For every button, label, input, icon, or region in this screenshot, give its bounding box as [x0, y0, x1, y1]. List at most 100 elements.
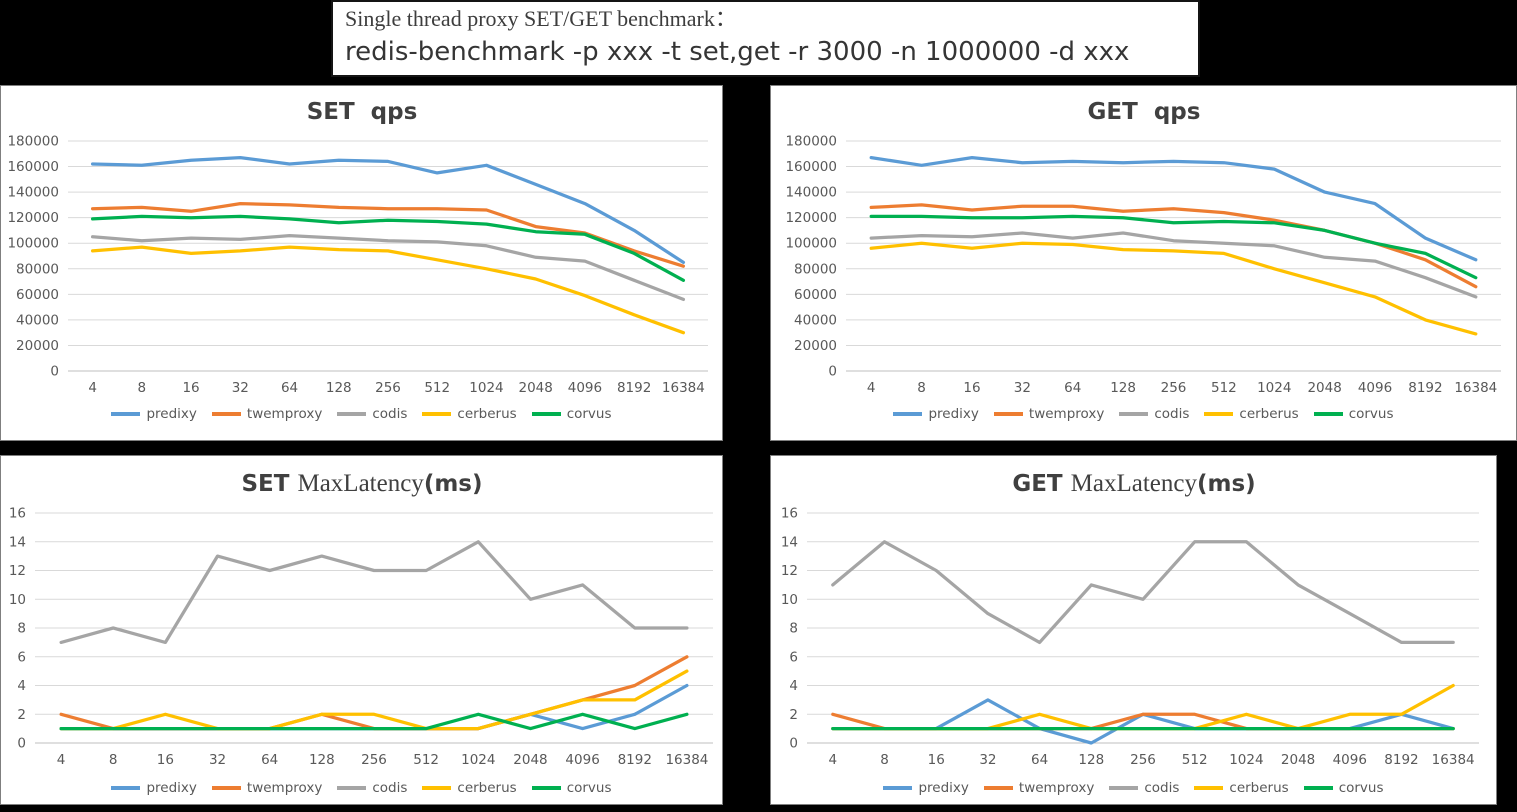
- legend-swatch-predixy: [111, 412, 141, 416]
- legend-label: cerberus: [457, 780, 517, 796]
- y-tick-label: 80000: [794, 261, 837, 277]
- series-line-predixy: [90, 155, 686, 265]
- legend-label: corvus: [1348, 406, 1394, 422]
- x-tick-label: 4096: [1333, 752, 1367, 768]
- y-tick-label: 12: [9, 563, 26, 579]
- series-line-codis: [869, 231, 1478, 299]
- y-tick-label: 40000: [794, 312, 837, 328]
- x-tick-label: 4096: [565, 752, 599, 768]
- y-tick-label: 100000: [7, 236, 59, 252]
- legend: predixy twemproxy codis cerberus corvus: [1, 780, 722, 796]
- series-line-twemproxy: [90, 201, 686, 268]
- page-title: Single thread proxy SET/GET benchmark：: [345, 6, 737, 31]
- y-tick-label: 20000: [794, 338, 837, 354]
- series-line-corvus: [869, 214, 1478, 280]
- y-tick-label: 2: [789, 707, 798, 723]
- x-tick-label: 2048: [513, 752, 547, 768]
- x-tick-label: 512: [413, 752, 439, 768]
- y-tick-label: 2: [17, 707, 26, 723]
- y-tick-label: 14: [9, 534, 26, 550]
- legend-item-predixy: predixy: [111, 780, 197, 796]
- legend-swatch-predixy: [111, 786, 141, 790]
- x-tick-label: 4096: [1358, 380, 1392, 396]
- legend-swatch-cerberus: [422, 412, 452, 416]
- legend-label: codis: [372, 406, 408, 422]
- y-tick-label: 16: [781, 506, 798, 522]
- y-tick-label: 8: [17, 621, 26, 637]
- x-tick-label: 8192: [1408, 380, 1442, 396]
- x-tick-label: 32: [1014, 380, 1031, 396]
- legend-label: cerberus: [1229, 780, 1289, 796]
- legend-label: twemproxy: [246, 406, 323, 422]
- x-tick-label: 128: [326, 380, 352, 396]
- legend-swatch-codis: [1119, 412, 1149, 416]
- legend-item-cerberus: cerberus: [1194, 780, 1289, 796]
- x-tick-label: 1024: [461, 752, 495, 768]
- series-line-corvus: [59, 712, 689, 731]
- x-tick-label: 512: [424, 380, 450, 396]
- legend-item-cerberus: cerberus: [1204, 406, 1299, 422]
- x-tick-label: 16384: [662, 380, 705, 396]
- x-tick-label: 128: [1078, 752, 1104, 768]
- legend: predixy twemproxy codis cerberus corvus: [771, 406, 1516, 422]
- set-maxlatency-chart: 0 2 4 6 8 10 12 14 16 4 8 16 32 64 128 256 512 1024 2048 40…: [0, 455, 723, 805]
- series-line-codis: [59, 540, 689, 645]
- y-tick-label: 6: [17, 649, 26, 665]
- legend-item-predixy: predixy: [893, 406, 979, 422]
- series-line-cerberus: [59, 669, 689, 731]
- x-tick-label: 128: [1110, 380, 1136, 396]
- legend-item-cerberus: cerberus: [422, 406, 517, 422]
- y-tick-label: 80000: [16, 261, 59, 277]
- legend: predixy twemproxy codis cerberus corvus: [771, 780, 1496, 796]
- series-line-cerberus: [831, 683, 1455, 731]
- x-tick-label: 4: [867, 380, 876, 396]
- benchmark-command: redis-benchmark -p xxx -t set,get -r 300…: [345, 37, 1130, 67]
- x-tick-label: 256: [375, 380, 401, 396]
- chart-title: GET qps: [1088, 99, 1201, 125]
- y-tick-label: 6: [789, 649, 798, 665]
- legend-item-codis: codis: [337, 780, 407, 796]
- legend-swatch-corvus: [531, 412, 561, 416]
- series-line-predixy: [59, 683, 689, 731]
- x-tick-label: 1024: [1229, 752, 1263, 768]
- legend-swatch-corvus: [531, 786, 561, 790]
- x-tick-label: 16: [182, 380, 199, 396]
- legend: predixy twemproxy codis cerberus corvus: [1, 406, 722, 422]
- x-tick-label: 2048: [1307, 380, 1341, 396]
- legend-swatch-twemproxy: [211, 786, 241, 790]
- legend-swatch-corvus: [1303, 786, 1333, 790]
- set-qps-chart: 0 20000 40000 60000 80000 100000 120000 140000 1…: [0, 85, 723, 441]
- legend-swatch-cerberus: [1194, 786, 1224, 790]
- x-tick-label: 16384: [1432, 752, 1475, 768]
- legend-item-twemproxy: twemproxy: [983, 780, 1094, 796]
- legend-swatch-twemproxy: [983, 786, 1013, 790]
- x-tick-label: 8: [109, 752, 118, 768]
- x-tick-label: 32: [232, 380, 249, 396]
- legend-label: predixy: [928, 406, 979, 422]
- title-box: Single thread proxy SET/GET benchmark： r…: [331, 0, 1200, 77]
- series-line-codis: [831, 540, 1455, 645]
- y-tick-label: 100000: [785, 236, 837, 252]
- x-tick-label: 4: [829, 752, 838, 768]
- get-maxlatency-plot: 0 2 4 6 8 10 12 14 16 4 8 16 32 64 128 256 512 1024 2048 40…: [781, 470, 1479, 768]
- x-tick-label: 128: [309, 752, 335, 768]
- get-qps-chart: 0 20000 40000 60000 80000 100000 120000 140000 1…: [770, 85, 1517, 441]
- series-line-cerberus: [90, 245, 686, 335]
- legend-swatch-corvus: [1313, 412, 1343, 416]
- x-tick-label: 512: [1182, 752, 1208, 768]
- y-tick-label: 8: [789, 621, 798, 637]
- x-tick-label: 8: [880, 752, 889, 768]
- legend-item-codis: codis: [1119, 406, 1189, 422]
- x-tick-label: 4: [57, 752, 66, 768]
- legend-item-twemproxy: twemproxy: [211, 780, 322, 796]
- y-tick-label: 10: [9, 592, 26, 608]
- set-maxlatency-plot: 0 2 4 6 8 10 12 14 16 4 8 16 32 64 128 256 512 1024 2048 40…: [9, 470, 713, 768]
- x-tick-label: 64: [281, 380, 298, 396]
- y-tick-label: 120000: [7, 210, 59, 226]
- legend-swatch-cerberus: [1204, 412, 1234, 416]
- x-tick-label: 2048: [1281, 752, 1315, 768]
- legend-swatch-twemproxy: [211, 412, 241, 416]
- x-tick-label: 8: [138, 380, 147, 396]
- legend-label: codis: [1144, 780, 1180, 796]
